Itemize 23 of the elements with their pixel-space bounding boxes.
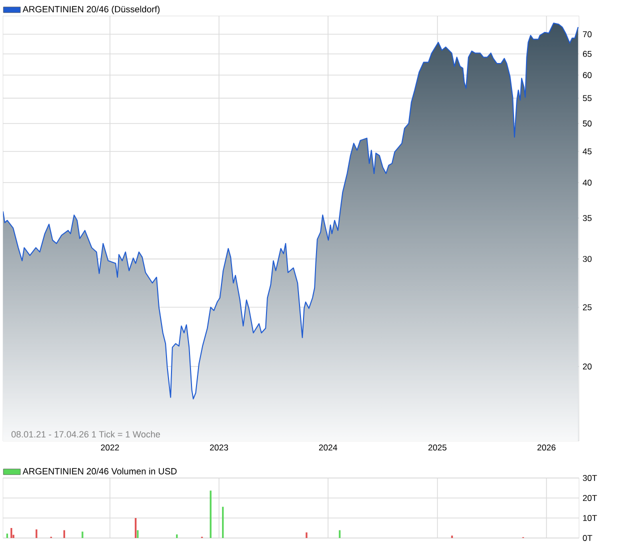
y-tick-label: 10T — [583, 515, 597, 521]
y-tick-label: 70 — [582, 31, 592, 38]
y-tick-label: 45 — [582, 148, 592, 154]
x-tick-label: 2026 — [537, 444, 556, 450]
x-tick-label: 2024 — [319, 444, 338, 450]
y-tick-label: 25 — [582, 304, 592, 310]
x-tick-label: 2025 — [428, 444, 446, 450]
y-tick-label: 20T — [582, 495, 597, 501]
y-tick-label: 30 — [582, 256, 592, 262]
y-tick-label: 50 — [582, 120, 592, 126]
y-tick-label: 55 — [582, 95, 592, 102]
y-tick-label: 30T — [582, 475, 597, 481]
annotation: 08.01.21 - 17.04.26 1 Tick = 1 Woche — [11, 430, 160, 438]
legend-label: ARGENTINIEN 20/46 (Düsseldorf) — [22, 6, 160, 14]
x-tick-label: 2023 — [210, 444, 228, 450]
y-tick-label: 20 — [582, 363, 592, 370]
y-tick-label: 0T — [582, 535, 592, 541]
y-tick-label: 35 — [582, 215, 592, 222]
y-tick-label: 60 — [582, 72, 592, 78]
legend-label: ARGENTINIEN 20/46 Volumen in USD — [22, 468, 177, 474]
y-tick-label: 65 — [582, 50, 592, 57]
y-tick-label: 40 — [582, 180, 592, 186]
x-tick-label: 2022 — [100, 444, 119, 450]
